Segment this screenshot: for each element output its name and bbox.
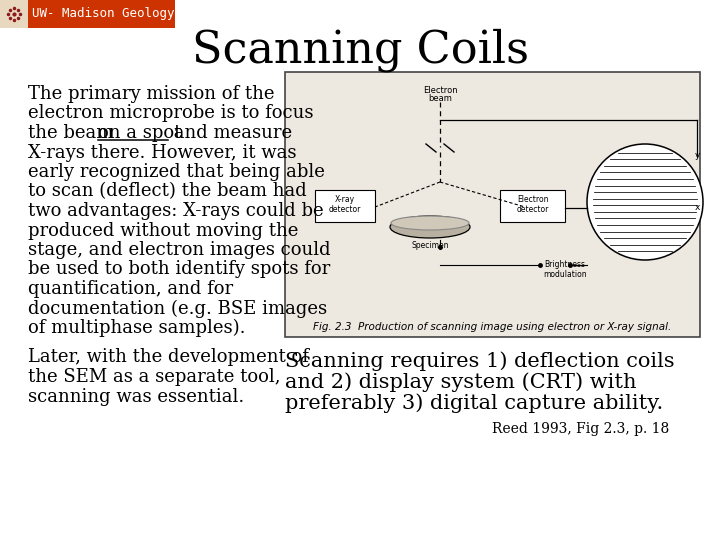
Text: x: x (694, 204, 700, 213)
Text: modulation: modulation (543, 270, 587, 279)
Text: quantification, and for: quantification, and for (28, 280, 233, 298)
Text: preferably 3) digital capture ability.: preferably 3) digital capture ability. (285, 393, 663, 413)
Text: documentation (e.g. BSE images: documentation (e.g. BSE images (28, 300, 327, 318)
FancyBboxPatch shape (285, 72, 700, 337)
FancyBboxPatch shape (0, 0, 28, 28)
Text: Scanning Coils: Scanning Coils (192, 28, 528, 72)
Circle shape (587, 144, 703, 260)
Text: detector: detector (329, 205, 361, 213)
FancyBboxPatch shape (0, 0, 175, 28)
Text: Brightness: Brightness (544, 260, 585, 269)
Text: Reed 1993, Fig 2.3, p. 18: Reed 1993, Fig 2.3, p. 18 (492, 422, 670, 436)
Text: of multiphase samples).: of multiphase samples). (28, 319, 246, 338)
Text: and 2) display system (CRT) with: and 2) display system (CRT) with (285, 372, 636, 391)
Text: y: y (694, 152, 700, 160)
Text: Fig. 2.3  Production of scanning image using electron or X-ray signal.: Fig. 2.3 Production of scanning image us… (313, 322, 672, 332)
FancyBboxPatch shape (500, 190, 565, 222)
Text: to scan (deflect) the beam had: to scan (deflect) the beam had (28, 183, 307, 200)
Text: be used to both identify spots for: be used to both identify spots for (28, 260, 330, 279)
Text: scanning was essential.: scanning was essential. (28, 388, 244, 406)
Text: produced without moving the: produced without moving the (28, 221, 298, 240)
Text: the beam: the beam (28, 124, 119, 142)
Text: stage, and electron images could: stage, and electron images could (28, 241, 330, 259)
Ellipse shape (390, 216, 470, 238)
Text: two advantages: X-rays could be: two advantages: X-rays could be (28, 202, 323, 220)
Text: Later, with the development of: Later, with the development of (28, 348, 309, 367)
Text: X-ray: X-ray (335, 194, 355, 204)
Text: X-rays there. However, it was: X-rays there. However, it was (28, 144, 297, 161)
Text: the SEM as a separate tool,: the SEM as a separate tool, (28, 368, 281, 386)
Text: and measure: and measure (168, 124, 292, 142)
Text: beam: beam (428, 94, 452, 103)
Text: Specimen: Specimen (411, 241, 449, 250)
Text: detector: detector (516, 205, 549, 213)
Text: electron microprobe is to focus: electron microprobe is to focus (28, 105, 313, 123)
Text: on a spot: on a spot (98, 124, 181, 142)
Text: UW- Madison Geology  777: UW- Madison Geology 777 (32, 8, 212, 21)
Text: The primary mission of the: The primary mission of the (28, 85, 274, 103)
Text: Electron: Electron (423, 86, 457, 95)
FancyBboxPatch shape (315, 190, 375, 222)
Text: Electron: Electron (517, 194, 548, 204)
Text: Scanning requires 1) deflection coils: Scanning requires 1) deflection coils (285, 351, 675, 370)
Ellipse shape (391, 216, 469, 230)
Text: early recognized that being able: early recognized that being able (28, 163, 325, 181)
